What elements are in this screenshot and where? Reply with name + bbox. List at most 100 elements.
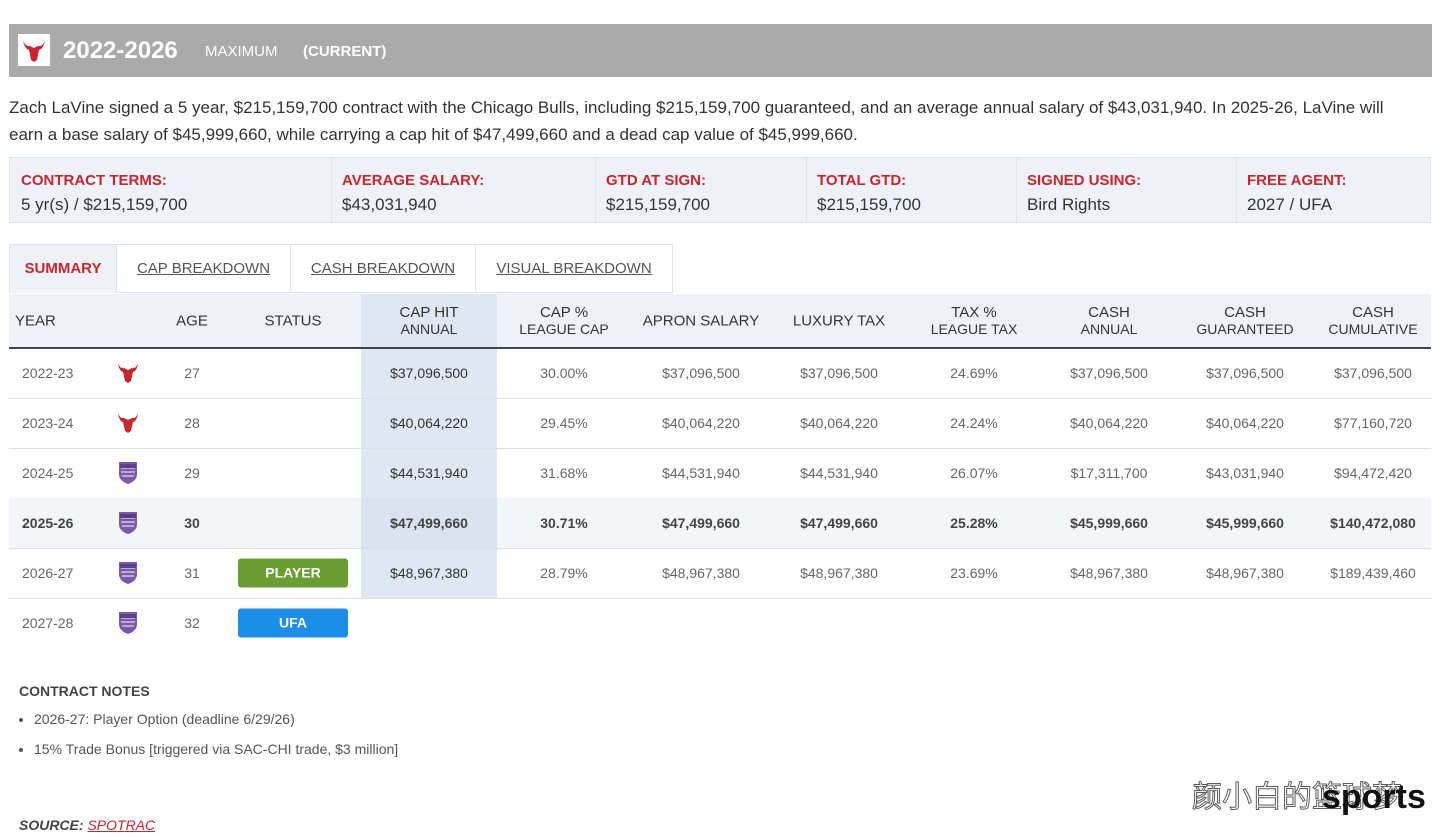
header-line: CASH bbox=[1088, 304, 1130, 321]
tab[interactable]: CASH BREAKDOWN bbox=[290, 244, 476, 293]
tab[interactable]: SUMMARY bbox=[9, 244, 117, 293]
source-link[interactable]: SPOTRAC bbox=[87, 817, 156, 833]
column-header: TAX % LEAGUE TAX bbox=[931, 304, 1018, 338]
table-cell: $45,999,660 bbox=[1070, 515, 1148, 531]
header-line: GUARANTEED bbox=[1196, 321, 1294, 337]
terms-separator bbox=[1236, 158, 1237, 222]
header-line: AGE bbox=[176, 312, 208, 330]
column-header: APRON SALARY bbox=[643, 313, 759, 330]
current-row-bg bbox=[9, 498, 1431, 548]
table-cell: 28.79% bbox=[540, 565, 588, 581]
table-cell: 30 bbox=[184, 515, 200, 531]
term-label: GTD AT SIGN: bbox=[606, 172, 706, 189]
column-header: CASH GUARANTEED bbox=[1196, 304, 1293, 338]
header-line: LUXURY TAX bbox=[792, 312, 886, 330]
column-header: YEAR bbox=[15, 313, 56, 330]
column-header: LUXURY TAX bbox=[793, 313, 885, 330]
header-line: ANNUAL bbox=[400, 321, 458, 337]
table-cell: $44,531,940 bbox=[662, 465, 740, 481]
table-cell: $40,064,220 bbox=[662, 415, 740, 431]
table-cell: $40,064,220 bbox=[390, 415, 468, 431]
cap-hit-column-bg bbox=[361, 294, 497, 599]
table-cell: $48,967,380 bbox=[390, 565, 468, 581]
table-cell: $45,999,660 bbox=[1206, 515, 1284, 531]
table-cell: $17,311,700 bbox=[1070, 465, 1148, 481]
table-cell: $43,031,940 bbox=[1206, 465, 1284, 481]
table-cell: 31 bbox=[184, 565, 200, 581]
column-header: STATUS bbox=[265, 313, 322, 330]
header-line: APRON SALARY bbox=[642, 312, 760, 330]
tab[interactable]: CAP BREAKDOWN bbox=[116, 244, 291, 293]
table-cell: $40,064,220 bbox=[1070, 415, 1148, 431]
team-logo bbox=[18, 34, 50, 66]
team-logo bbox=[119, 612, 137, 634]
source-label: SOURCE: bbox=[19, 817, 84, 833]
table-cell: 24.69% bbox=[950, 365, 998, 381]
table-cell: $48,967,380 bbox=[800, 565, 878, 581]
status-badge: UFA bbox=[238, 608, 348, 638]
table-cell: $37,096,500 bbox=[1206, 365, 1284, 381]
table-cell: $189,439,460 bbox=[1330, 565, 1416, 581]
header-rule bbox=[9, 347, 1431, 349]
table-cell: $48,967,380 bbox=[1070, 565, 1148, 581]
term-value: 5 yr(s) / $215,159,700 bbox=[21, 195, 188, 214]
header-line: LEAGUE TAX bbox=[930, 321, 1018, 337]
terms-separator bbox=[595, 158, 596, 222]
table-cell: 2027-28 bbox=[22, 615, 74, 631]
header-line: CAP % bbox=[539, 304, 589, 321]
description: Zach LaVine signed a 5 year, $215,159,70… bbox=[9, 98, 1384, 144]
notes-list: 2026-27: Player Option (deadline 6/29/26… bbox=[0, 704, 398, 764]
row-rule bbox=[9, 548, 1431, 549]
term-value: $43,031,940 bbox=[342, 195, 437, 214]
table-cell: $37,096,500 bbox=[1070, 365, 1148, 381]
table-cell: $44,531,940 bbox=[800, 465, 878, 481]
table-cell: 2025-26 bbox=[22, 515, 74, 531]
term-value: $215,159,700 bbox=[817, 195, 921, 214]
column-header: CAP % LEAGUE CAP bbox=[519, 304, 608, 338]
table-cell: $37,096,500 bbox=[800, 365, 878, 381]
row-rule bbox=[9, 598, 1431, 599]
team-logo bbox=[118, 413, 138, 433]
column-header: CASH CUMULATIVE bbox=[1328, 304, 1417, 338]
column-header: CASH ANNUAL bbox=[1081, 304, 1138, 338]
table-cell: $48,967,380 bbox=[662, 565, 740, 581]
row-rule bbox=[9, 398, 1431, 399]
table-cell: 29 bbox=[184, 465, 200, 481]
terms-separator bbox=[1016, 158, 1017, 222]
table-cell: $77,160,720 bbox=[1334, 415, 1412, 431]
source: SOURCE: SPOTRAC bbox=[19, 817, 155, 833]
table-cell: 30.00% bbox=[540, 365, 588, 381]
terms-separator bbox=[806, 158, 807, 222]
team-logo bbox=[119, 462, 137, 484]
term-label: TOTAL GTD: bbox=[817, 172, 907, 189]
table-cell: 26.07% bbox=[950, 465, 998, 481]
table-cell: 29.45% bbox=[540, 415, 588, 431]
header-line: TAX % bbox=[951, 304, 997, 321]
header-line: STATUS bbox=[264, 312, 322, 330]
table-cell: 24.24% bbox=[950, 415, 998, 431]
term-value: $215,159,700 bbox=[606, 195, 710, 214]
table-cell: $94,472,420 bbox=[1334, 465, 1412, 481]
current-cap-bg bbox=[361, 498, 497, 548]
table-cell: $47,499,660 bbox=[662, 515, 740, 531]
tab[interactable]: VISUAL BREAKDOWN bbox=[475, 244, 673, 293]
term-value: 2027 / UFA bbox=[1247, 195, 1333, 214]
table-cell: $48,967,380 bbox=[1206, 565, 1284, 581]
term-label: SIGNED USING: bbox=[1027, 172, 1142, 189]
term-label: AVERAGE SALARY: bbox=[342, 172, 485, 189]
contract-kind: MAXIMUM bbox=[205, 43, 278, 60]
header-line: CASH bbox=[1352, 304, 1394, 321]
table-cell: 31.68% bbox=[540, 465, 588, 481]
table-cell: $37,096,500 bbox=[1334, 365, 1412, 381]
term-label: FREE AGENT: bbox=[1247, 172, 1347, 189]
contract-terms: CONTRACT TERMS: 5 yr(s) / $215,159,700 AVE… bbox=[9, 157, 1431, 223]
table-cell: 2026-27 bbox=[22, 565, 74, 581]
table-cell: 32 bbox=[184, 615, 200, 631]
table-cell: 28 bbox=[184, 415, 200, 431]
header-line: YEAR bbox=[15, 312, 56, 330]
table-cell: $40,064,220 bbox=[800, 415, 878, 431]
note-item: 2026-27: Player Option (deadline 6/29/26… bbox=[34, 704, 398, 734]
header-line: CASH bbox=[1224, 304, 1266, 321]
table-cell: $37,096,500 bbox=[662, 365, 740, 381]
